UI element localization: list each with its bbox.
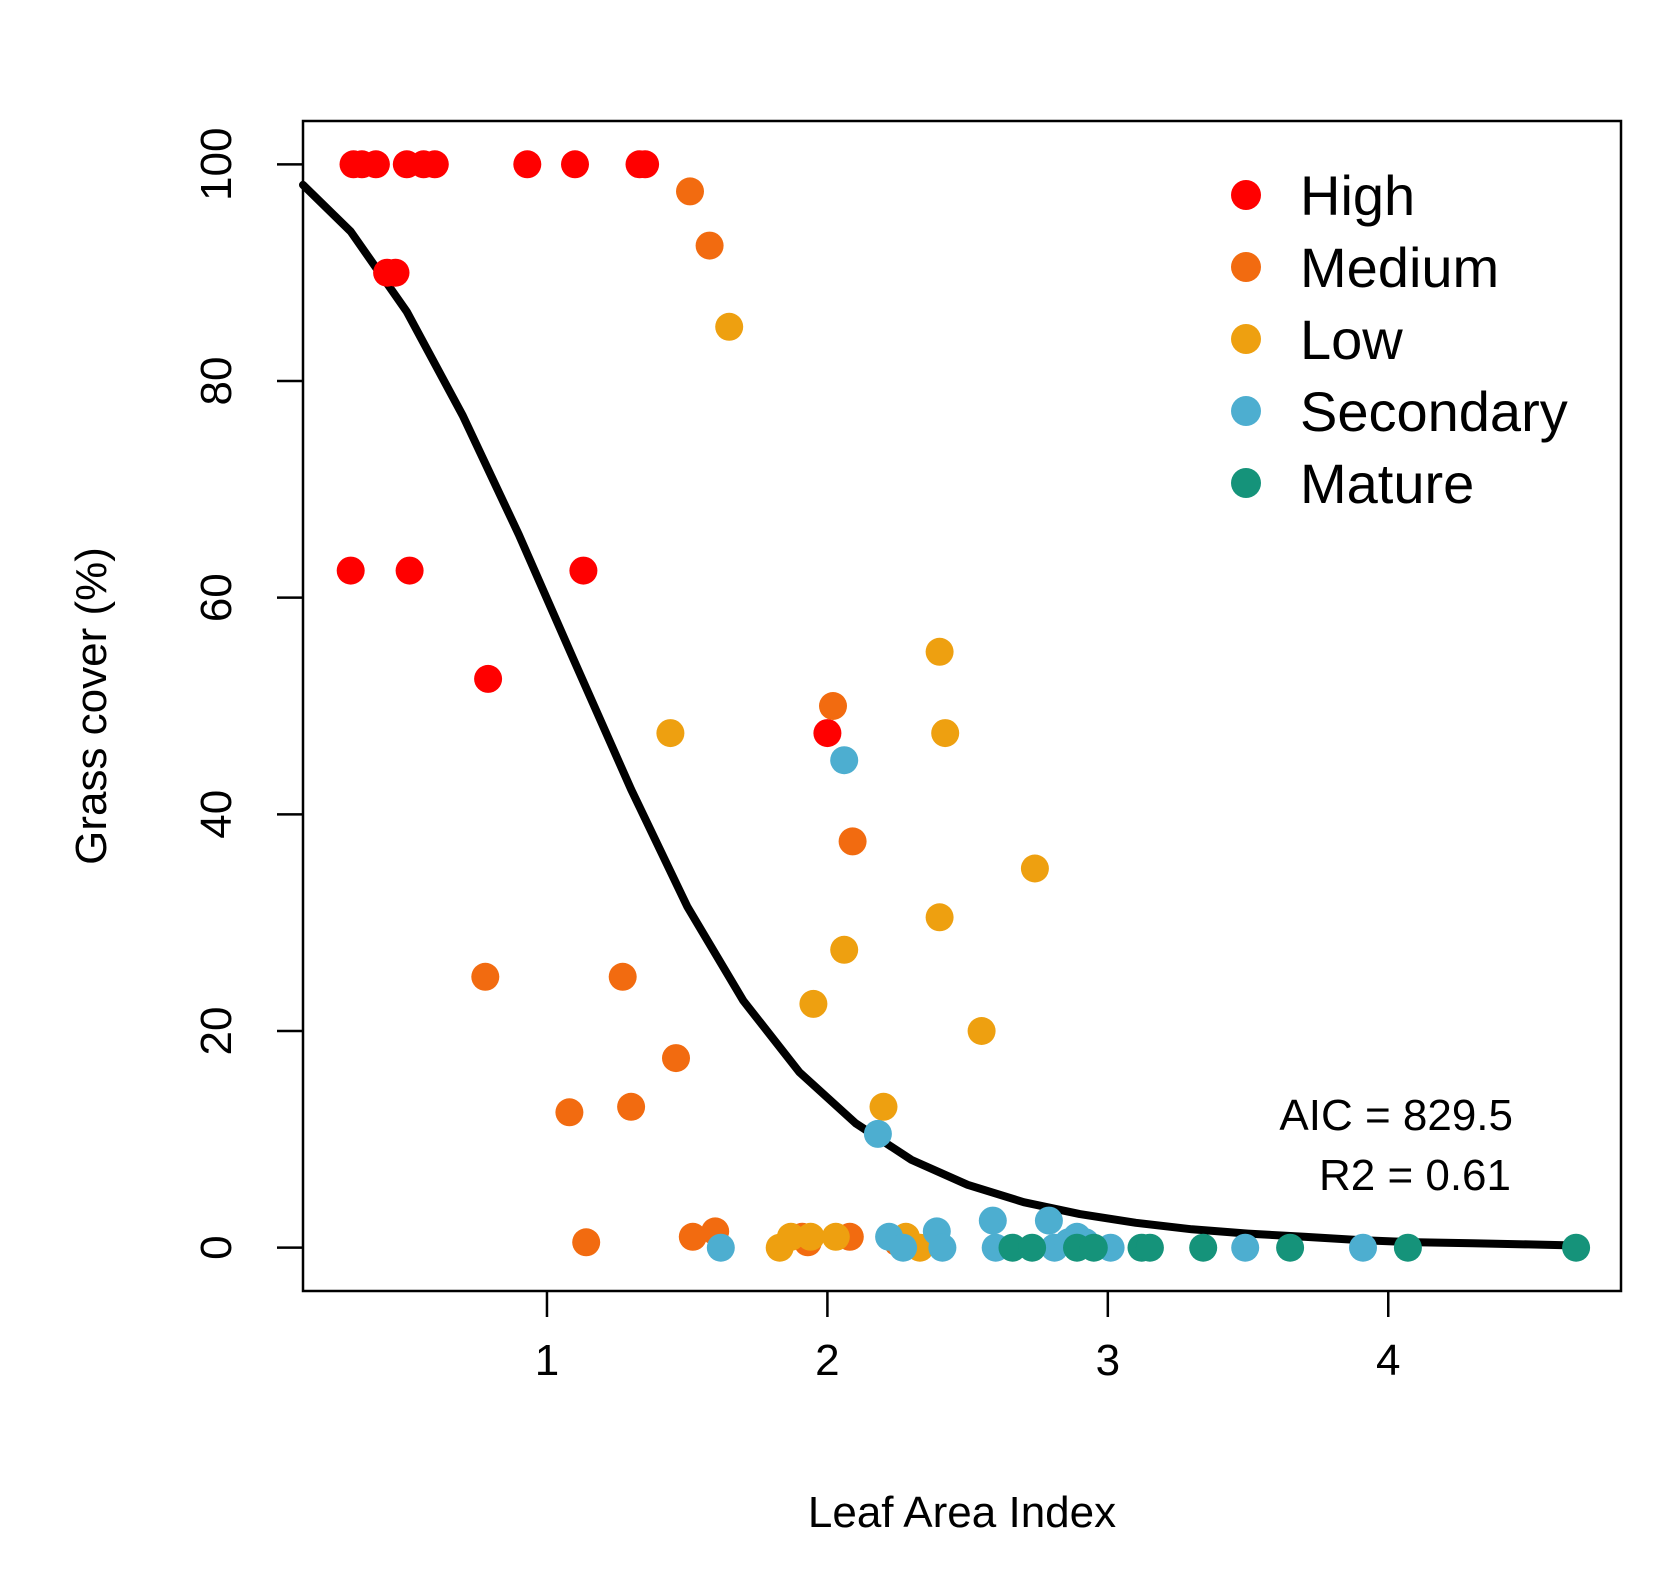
point-low <box>869 1092 898 1121</box>
legend-item-low: Low <box>1231 308 1403 371</box>
point-secondary <box>1231 1233 1260 1262</box>
point-high <box>381 258 410 287</box>
point-high <box>361 150 390 179</box>
point-secondary <box>889 1233 918 1262</box>
point-high <box>513 150 542 179</box>
point-low <box>967 1017 996 1045</box>
point-mature <box>1393 1233 1422 1262</box>
point-medium <box>662 1044 690 1073</box>
point-low <box>821 1222 850 1251</box>
x-axis-label: Leaf Area Index <box>808 1488 1116 1537</box>
point-low <box>931 719 960 748</box>
legend-label-high: High <box>1300 164 1415 227</box>
point-secondary <box>928 1233 957 1262</box>
y-tick-label: 60 <box>192 573 241 622</box>
legend-item-secondary: Secondary <box>1231 380 1568 443</box>
y-tick-label: 0 <box>192 1235 241 1259</box>
y-tick-label: 20 <box>192 1007 241 1056</box>
legend: High Medium Low Secondary Mature <box>1231 164 1568 515</box>
point-secondary <box>1349 1233 1377 1262</box>
plot-frame <box>301 119 1623 1293</box>
legend-item-mature: Mature <box>1231 452 1474 515</box>
point-low <box>925 903 954 932</box>
point-medium <box>608 962 637 991</box>
x-axis: 1 2 3 4 <box>535 1291 1400 1385</box>
legend-marker-high <box>1231 180 1261 210</box>
point-high <box>420 150 449 179</box>
point-mature <box>1562 1233 1591 1262</box>
data-points-layer <box>336 150 1591 1262</box>
legend-marker-medium <box>1231 252 1261 282</box>
y-axis-label: Grass cover (%) <box>67 547 116 865</box>
point-high <box>813 719 842 748</box>
point-medium <box>617 1092 646 1121</box>
point-low <box>715 312 744 341</box>
point-medium <box>572 1228 601 1257</box>
x-tick-label: 1 <box>535 1336 559 1385</box>
r2-annotation: R2 = 0.61 <box>1319 1151 1511 1200</box>
point-low <box>1020 854 1049 883</box>
legend-label-mature: Mature <box>1300 452 1474 515</box>
y-tick-label: 80 <box>192 357 241 406</box>
point-mature <box>1189 1233 1218 1262</box>
legend-item-medium: Medium <box>1231 236 1499 299</box>
legend-label-medium: Medium <box>1300 236 1499 299</box>
point-medium <box>555 1098 584 1127</box>
point-high <box>569 556 598 585</box>
point-medium <box>695 231 724 260</box>
point-high <box>336 556 365 585</box>
point-medium <box>678 1222 707 1251</box>
point-high <box>474 664 503 693</box>
point-high <box>395 556 424 585</box>
series-mature <box>998 1233 1591 1262</box>
point-medium <box>676 177 704 206</box>
point-low <box>830 935 859 964</box>
point-secondary <box>863 1119 892 1148</box>
legend-marker-secondary <box>1231 396 1261 426</box>
x-tick-label: 4 <box>1376 1336 1400 1385</box>
point-high <box>631 150 660 179</box>
point-mature <box>1079 1233 1108 1262</box>
y-tick-label: 100 <box>192 128 241 201</box>
point-mature <box>1018 1233 1047 1262</box>
legend-marker-mature <box>1231 468 1261 498</box>
point-medium <box>819 692 847 720</box>
legend-item-high: High <box>1231 164 1415 227</box>
legend-label-low: Low <box>1300 308 1403 371</box>
legend-label-secondary: Secondary <box>1300 380 1568 443</box>
y-axis: 0 20 40 60 80 100 <box>192 128 303 1260</box>
point-secondary <box>706 1233 735 1262</box>
aic-annotation: AIC = 829.5 <box>1279 1091 1513 1140</box>
point-mature <box>1135 1233 1164 1262</box>
point-mature <box>998 1233 1027 1262</box>
point-low <box>925 637 954 666</box>
x-tick-label: 2 <box>815 1336 839 1385</box>
point-secondary <box>1034 1206 1063 1235</box>
point-high <box>561 150 589 179</box>
point-low <box>776 1222 805 1251</box>
point-secondary <box>978 1206 1007 1235</box>
series-high <box>336 150 842 748</box>
point-secondary <box>830 746 859 775</box>
point-low <box>796 1222 825 1251</box>
point-medium <box>838 827 867 856</box>
point-medium <box>471 962 500 991</box>
legend-marker-low <box>1231 324 1261 354</box>
point-mature <box>1276 1233 1305 1262</box>
point-low <box>799 989 828 1018</box>
point-low <box>656 719 685 748</box>
x-tick-label: 3 <box>1096 1336 1120 1385</box>
y-tick-label: 40 <box>192 790 241 839</box>
